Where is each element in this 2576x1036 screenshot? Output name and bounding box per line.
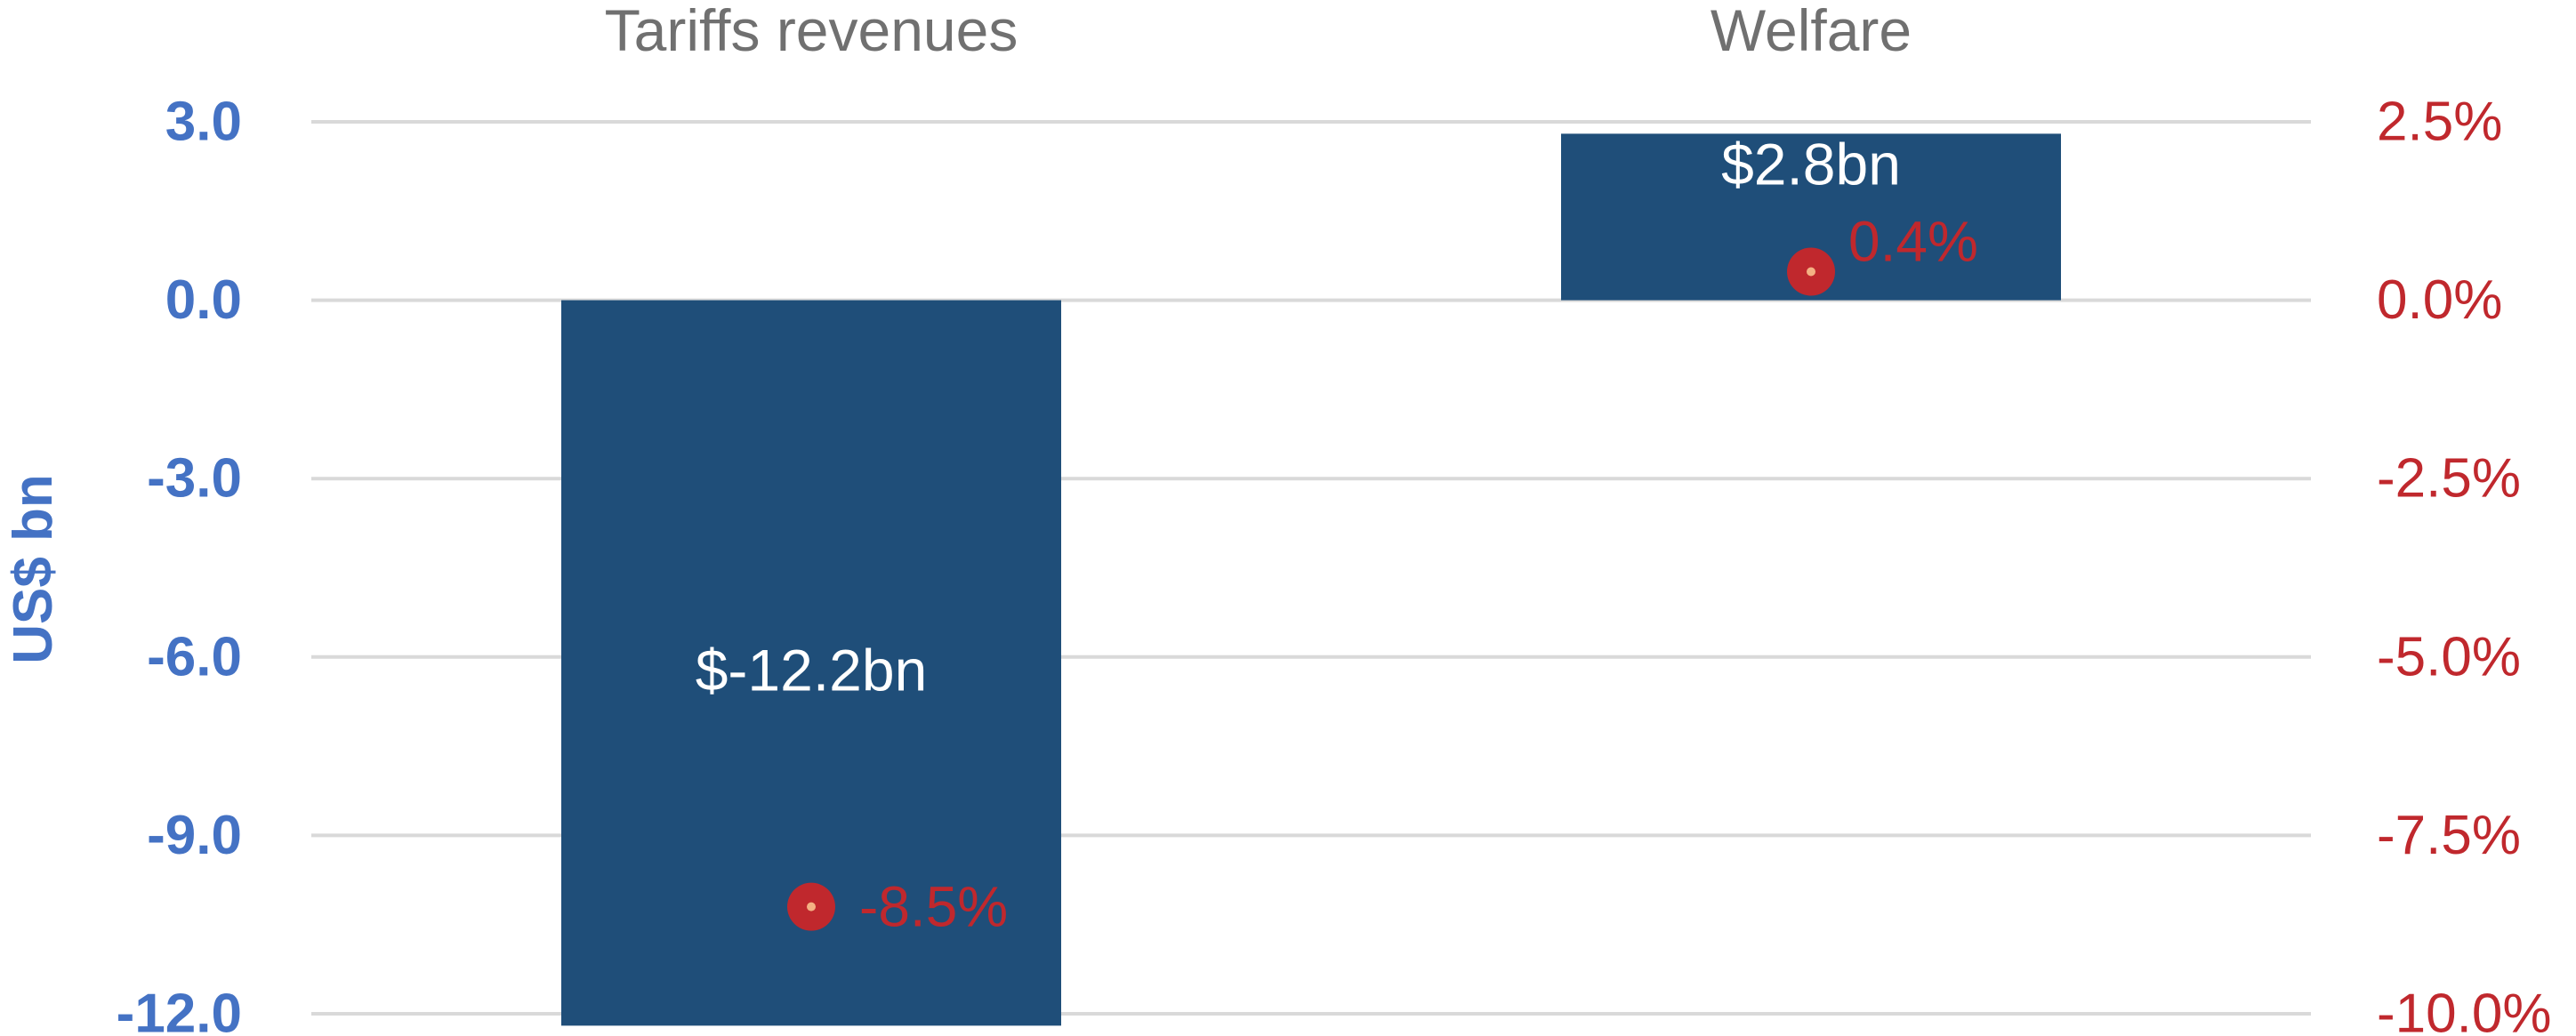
bar-value-label: $2.8bn	[1721, 131, 1901, 197]
right-tick-label: -5.0%	[2377, 626, 2521, 687]
right-tick-label: -2.5%	[2377, 448, 2521, 510]
right-y-axis: 2.5% 0.0% -2.5% -5.0% -7.5% -10.0%	[2377, 92, 2551, 1036]
percent-point-marker-center	[807, 902, 816, 912]
bar-value-label: $-12.2bn	[696, 638, 928, 703]
left-tick-label: -3.0	[147, 448, 242, 510]
category-label: Tariffs revenues	[605, 0, 1018, 63]
left-tick-label: -6.0	[147, 626, 242, 687]
percent-point-label: -8.5%	[859, 875, 1008, 939]
right-tick-label: -10.0%	[2377, 984, 2551, 1036]
bars: $-12.2bn $2.8bn	[561, 131, 2061, 1026]
left-y-axis: 3.0 0.0 -3.0 -6.0 -9.0 -12.0	[117, 92, 242, 1036]
left-tick-label: -12.0	[117, 984, 242, 1036]
left-tick-label: 0.0	[165, 269, 242, 331]
percent-points: -8.5% 0.4%	[787, 210, 1978, 939]
right-tick-label: 2.5%	[2377, 92, 2502, 153]
category-labels: Tariffs revenues Welfare	[605, 0, 1912, 63]
percent-point-label: 0.4%	[1848, 210, 1978, 274]
left-tick-label: -9.0	[147, 805, 242, 866]
left-tick-label: 3.0	[165, 92, 242, 153]
percent-point-marker-center	[1807, 267, 1815, 277]
right-tick-label: 0.0%	[2377, 269, 2502, 331]
left-axis-title: US$ bn	[3, 474, 64, 664]
right-tick-label: -7.5%	[2377, 805, 2521, 866]
category-label: Welfare	[1711, 0, 1912, 63]
